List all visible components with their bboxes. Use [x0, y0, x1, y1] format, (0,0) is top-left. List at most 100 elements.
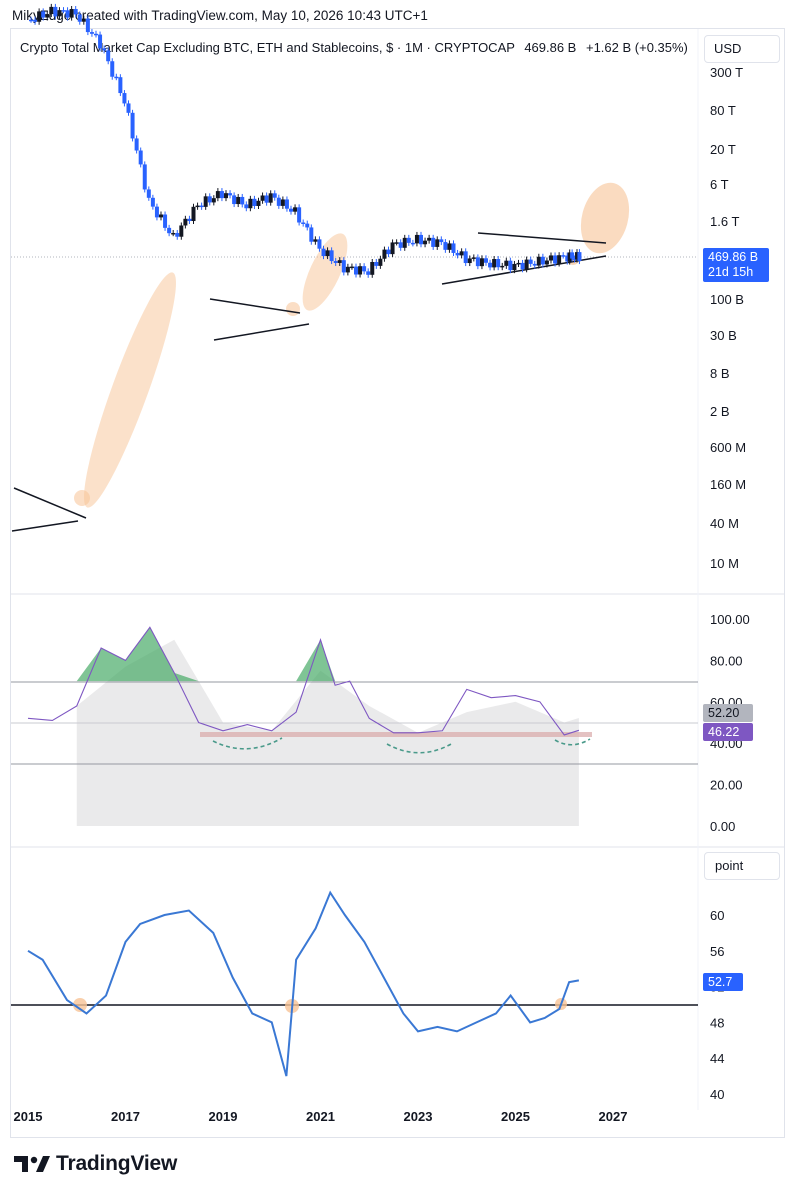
rsi-value-tag: 46.22 — [703, 723, 753, 741]
candle-body — [224, 193, 228, 199]
candle-body — [65, 10, 70, 18]
cross-marker-2016 — [73, 998, 87, 1012]
candle-body — [61, 10, 66, 12]
triangle-2015-upper — [13, 487, 87, 519]
candle-body — [175, 232, 180, 237]
symbol-change: +1.62 B (+0.35%) — [585, 40, 688, 55]
candle-body — [536, 256, 541, 266]
rsi-axis-tick: 20.00 — [710, 778, 743, 793]
candle-body — [553, 255, 558, 264]
candle-body — [179, 225, 184, 237]
oscillator-axis[interactable]: 605652484440 — [710, 908, 724, 1102]
candle-body — [455, 252, 460, 256]
price-axis-tick: 300 T — [710, 65, 743, 80]
candle-body — [431, 237, 436, 247]
triangle-2025-upper — [477, 232, 607, 244]
candle-body — [118, 77, 123, 94]
candle-body — [496, 259, 501, 268]
rsi-support-zone — [200, 732, 592, 737]
candle-body — [69, 9, 74, 18]
time-axis-tick: 2023 — [404, 1109, 433, 1124]
candle-body — [297, 207, 302, 223]
candle-body — [219, 191, 224, 199]
candle-body — [199, 205, 204, 208]
price-axis[interactable]: 300 T 80 T 20 T 6 T 1.6 T 100 B 30 B 8 B 2 B 600 … — [710, 65, 746, 571]
candle-body — [349, 266, 354, 269]
candle-body — [134, 138, 139, 151]
oscillator-pane[interactable]: 605652484440 201520172019202120232025202… — [11, 890, 724, 1124]
candle-body — [443, 242, 448, 250]
candle-body — [500, 265, 505, 268]
candle-body — [567, 252, 572, 262]
point-unit-button[interactable]: point — [704, 852, 780, 880]
candle-body — [252, 198, 257, 206]
candle-body — [410, 242, 415, 245]
candle-body — [321, 248, 326, 257]
oscillator-line[interactable] — [27, 890, 580, 1077]
candle-body — [532, 263, 537, 266]
candle-body — [524, 259, 529, 270]
candle-body — [516, 262, 521, 265]
time-axis[interactable]: 2015 2017 2019 2021 2023 2025 2027 — [14, 1109, 628, 1124]
candle-body — [378, 258, 383, 266]
candle-body — [406, 237, 411, 243]
triangle-2019-upper — [209, 298, 301, 314]
candle-body — [520, 262, 525, 270]
candle-body — [272, 193, 277, 198]
candle-body — [572, 258, 577, 261]
candle-body — [81, 18, 86, 22]
candle-countdown: 21d 15h — [708, 265, 754, 279]
candle-body — [203, 196, 208, 207]
candle-body — [110, 61, 115, 77]
candle-body — [484, 258, 488, 263]
candle-body — [575, 252, 579, 260]
candle-body — [528, 259, 533, 264]
candle-body — [211, 198, 216, 203]
symbol-legend[interactable]: Crypto Total Market Cap Excluding BTC, E… — [20, 40, 688, 55]
candle-body — [289, 208, 293, 212]
rsi-cup-1 — [212, 737, 283, 750]
candle-body — [374, 262, 379, 266]
triangle-2015-lower — [11, 520, 79, 532]
candle-body — [293, 207, 298, 212]
rally-highlight-2021 — [302, 233, 348, 311]
candle-body — [512, 263, 517, 271]
candle-body — [114, 76, 119, 79]
candle-body — [98, 34, 103, 49]
candle-body — [264, 195, 269, 203]
candle-body — [459, 251, 464, 256]
candle-body — [463, 251, 468, 264]
oscillator-axis-tick: 60 — [710, 908, 724, 923]
candle-body — [508, 260, 513, 271]
candle-body — [122, 93, 127, 104]
candle-body — [183, 218, 188, 226]
candle-body — [126, 103, 131, 113]
candle-body — [317, 239, 322, 249]
tradingview-logo[interactable]: TradingView — [14, 1152, 177, 1176]
candle-body — [191, 206, 196, 222]
tradingview-wordmark: TradingView — [56, 1152, 178, 1175]
candle-body — [309, 227, 314, 242]
candle-body — [435, 239, 440, 247]
price-axis-tick: 2 B — [710, 404, 730, 419]
time-axis-tick: 2019 — [209, 1109, 238, 1124]
currency-button[interactable]: USD — [704, 35, 780, 63]
candle-body — [77, 14, 82, 22]
candle-body — [228, 193, 233, 196]
candle-body — [354, 266, 358, 275]
oscillator-axis-tick: 48 — [710, 1015, 724, 1030]
price-pane[interactable]: 300 T 80 T 20 T 6 T 1.6 T 100 B 30 B 8 B 2 B 600 … — [11, 3, 746, 571]
rsi-overbought-fill — [28, 627, 579, 682]
price-axis-tick: 30 B — [710, 328, 737, 343]
candle-body — [362, 266, 367, 272]
candle-body — [333, 261, 338, 263]
rsi-line[interactable] — [27, 626, 580, 736]
oscillator-axis-tick: 44 — [710, 1051, 724, 1066]
candles-group — [29, 3, 582, 278]
candle-body — [419, 234, 423, 245]
candle-body — [49, 6, 54, 15]
price-axis-tick: 80 T — [710, 103, 736, 118]
candle-body — [187, 218, 192, 222]
